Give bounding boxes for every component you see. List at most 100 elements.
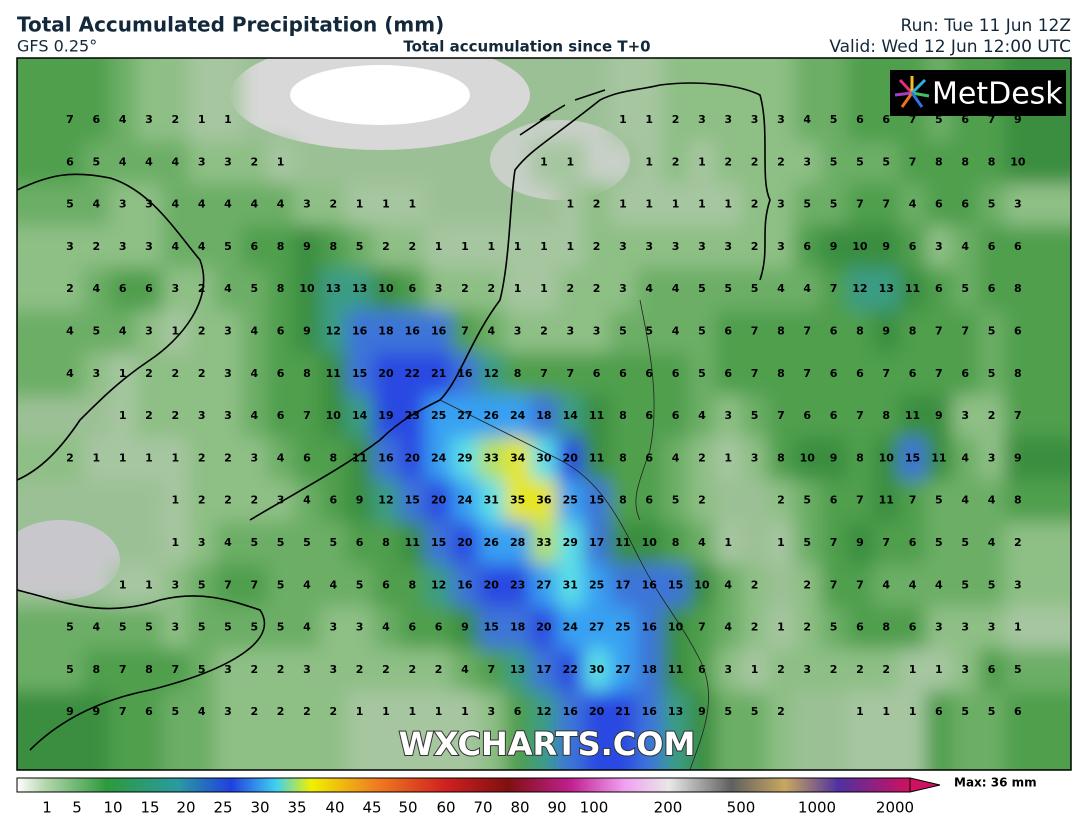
precip-cell [109, 352, 137, 396]
grid-value: 4 [119, 155, 127, 168]
grid-value: 4 [303, 494, 311, 507]
grid-value: 2 [198, 451, 206, 464]
grid-value: 30 [589, 663, 605, 676]
grid-value: 5 [356, 578, 364, 591]
grid-value: 6 [303, 451, 311, 464]
precip-cell [425, 648, 453, 693]
precip-cell [794, 437, 822, 481]
map-frame [16, 57, 1072, 771]
grid-value: 3 [224, 367, 232, 380]
colorbar-tick-label: 500 [727, 799, 756, 817]
grid-value: 8 [777, 367, 785, 380]
precip-cell [925, 691, 954, 770]
grid-value: 6 [645, 409, 653, 422]
precip-cell [715, 691, 743, 770]
precip-cell [557, 648, 585, 693]
grid-value: 2 [566, 282, 574, 295]
grid-value: 6 [856, 367, 864, 380]
precip-cell [504, 479, 532, 523]
grid-value: 4 [988, 494, 996, 507]
grid-value: 1 [724, 536, 732, 549]
grid-value: 10 [326, 409, 342, 422]
grid-value: 3 [329, 621, 337, 634]
precip-cell [320, 521, 348, 566]
grid-value: 4 [698, 536, 706, 549]
grid-value: 5 [830, 621, 838, 634]
grid-value: 2 [1014, 536, 1022, 549]
grid-value: 8 [777, 325, 785, 338]
grid-value: 15 [668, 578, 683, 591]
precip-cell [557, 394, 585, 439]
grid-value: 3 [224, 325, 232, 338]
grid-value: 3 [698, 240, 706, 253]
grid-value: 3 [224, 409, 232, 422]
grid-value: 8 [856, 325, 864, 338]
precip-cell [372, 183, 401, 227]
precip-cell [1004, 479, 1071, 523]
grid-value: 3 [303, 663, 311, 676]
precip-cell [767, 394, 796, 439]
grid-value: 5 [961, 536, 969, 549]
precip-cell [17, 183, 85, 227]
precip-cell [899, 183, 927, 227]
precip-cell [715, 352, 743, 396]
grid-value: 1 [382, 705, 390, 718]
grid-value: 7 [882, 198, 890, 211]
precip-cell [214, 268, 243, 312]
precip-cell [925, 437, 954, 481]
grid-value: 23 [405, 409, 420, 422]
grid-value: 11 [879, 494, 894, 507]
precip-cell [188, 691, 216, 770]
grid-value: 4 [198, 705, 206, 718]
precip-cell [109, 268, 137, 312]
grid-value: 2 [435, 663, 443, 676]
precip-cell [688, 606, 717, 650]
precip-cell [214, 310, 243, 354]
precip-cell [846, 691, 875, 770]
grid-value: 7 [698, 621, 706, 634]
grid-value: 1 [566, 155, 574, 168]
precip-cell [583, 521, 611, 566]
grid-value: 2 [856, 663, 864, 676]
grid-value: 36 [536, 494, 552, 507]
precip-cell [767, 521, 796, 566]
grid-value: 2 [803, 621, 811, 634]
precip-cell [952, 268, 980, 312]
grid-value: 3 [224, 705, 232, 718]
grid-value: 3 [171, 578, 179, 591]
colorbar-tick-label: 50 [398, 799, 417, 817]
precip-cell [662, 183, 690, 227]
precip-cell [820, 521, 848, 566]
grid-value: 7 [856, 409, 864, 422]
grid-value: 2 [93, 240, 101, 253]
colorbar-tick-label: 25 [213, 799, 232, 817]
grid-value: 6 [356, 536, 364, 549]
grid-value: 4 [66, 325, 74, 338]
precip-cell [715, 606, 743, 650]
precip-cell [636, 691, 664, 770]
grid-value: 1 [171, 451, 179, 464]
grid-value: 6 [672, 367, 680, 380]
precip-cell [873, 564, 901, 608]
grid-value: 6 [909, 240, 917, 253]
grid-value: 5 [935, 494, 943, 507]
precip-cell [636, 352, 664, 396]
grid-value: 21 [431, 367, 446, 380]
grid-value: 1 [198, 113, 206, 126]
grid-value: 27 [457, 409, 472, 422]
grid-value: 3 [698, 113, 706, 126]
grid-value: 4 [277, 198, 285, 211]
precip-cell [952, 141, 980, 185]
grid-value: 7 [119, 705, 127, 718]
grid-value: 4 [250, 409, 258, 422]
grid-value: 3 [119, 198, 127, 211]
precip-cell [636, 437, 664, 481]
grid-value: 4 [198, 198, 206, 211]
grid-value: 8 [909, 325, 917, 338]
precip-cell [662, 479, 690, 523]
grid-value: 3 [645, 240, 653, 253]
precip-cell [162, 564, 190, 608]
precip-cell [135, 437, 164, 481]
grid-value: 3 [356, 621, 364, 634]
precip-cell [478, 310, 506, 354]
